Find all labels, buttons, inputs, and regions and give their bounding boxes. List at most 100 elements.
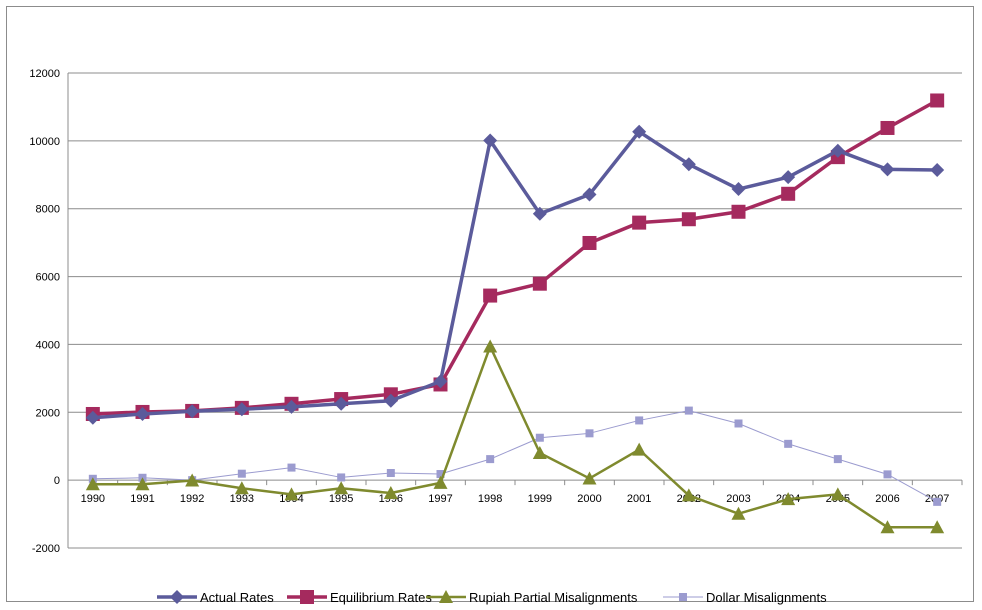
data-point-rupiah-partial-misalignments bbox=[681, 488, 696, 502]
data-point-actual-rates bbox=[731, 182, 746, 197]
series-line-equilibrium-rates bbox=[92, 98, 939, 416]
data-point-actual-rates bbox=[135, 406, 150, 421]
series-line-dollar-misalignments bbox=[92, 410, 938, 503]
data-point-dollar-misalignments bbox=[933, 497, 942, 506]
y-tick-label: 2000 bbox=[36, 407, 60, 419]
legend-label: Rupiah Partial Misalignments bbox=[469, 590, 638, 605]
data-point-actual-rates bbox=[234, 402, 249, 417]
legend-item-equilibrium-rates: Equilibrium Rates bbox=[287, 590, 432, 605]
data-point-actual-rates bbox=[632, 124, 647, 139]
data-point-rupiah-partial-misalignments bbox=[383, 486, 398, 500]
legend-item-actual-rates: Actual Rates bbox=[157, 590, 274, 605]
y-tick-label: 10000 bbox=[29, 136, 60, 148]
data-point-dollar-misalignments bbox=[635, 416, 644, 425]
data-point-actual-rates bbox=[880, 162, 895, 177]
data-point-rupiah-partial-misalignments bbox=[532, 446, 547, 459]
data-point-dollar-misalignments bbox=[237, 469, 246, 478]
data-point-actual-rates bbox=[334, 396, 349, 411]
data-point-dollar-misalignments bbox=[486, 455, 495, 464]
data-point-dollar-misalignments bbox=[684, 406, 693, 415]
data-point-equilibrium-rates bbox=[483, 288, 498, 303]
data-point-dollar-misalignments bbox=[386, 469, 395, 478]
y-tick-label: 12000 bbox=[29, 68, 60, 80]
legend-item-dollar-misalignments: Dollar Misalignments bbox=[663, 590, 827, 605]
legend-label: Equilibrium Rates bbox=[330, 590, 432, 605]
x-tick-label: 1997 bbox=[428, 493, 452, 505]
data-point-equilibrium-rates bbox=[781, 186, 796, 201]
data-point-rupiah-partial-misalignments bbox=[234, 481, 249, 495]
data-point-equilibrium-rates bbox=[532, 276, 547, 291]
x-tick-label: 2003 bbox=[726, 493, 750, 505]
data-point-equilibrium-rates bbox=[681, 212, 696, 227]
legend-swatch-marker bbox=[439, 590, 453, 603]
data-point-equilibrium-rates bbox=[582, 235, 597, 250]
data-point-actual-rates bbox=[483, 133, 498, 148]
data-point-dollar-misalignments bbox=[883, 470, 892, 479]
data-point-actual-rates bbox=[85, 410, 100, 425]
series-line-rupiah-partial-misalignments bbox=[92, 345, 938, 529]
x-tick-label: 2000 bbox=[577, 493, 601, 505]
x-tick-label: 1992 bbox=[180, 493, 204, 505]
data-point-dollar-misalignments bbox=[535, 433, 544, 442]
x-tick-label: 2001 bbox=[627, 493, 651, 505]
data-point-equilibrium-rates bbox=[880, 120, 895, 135]
data-point-dollar-misalignments bbox=[585, 429, 594, 438]
data-point-rupiah-partial-misalignments bbox=[85, 477, 100, 491]
x-tick-label: 1990 bbox=[81, 493, 105, 505]
data-point-dollar-misalignments bbox=[734, 419, 743, 428]
data-point-actual-rates bbox=[383, 393, 398, 408]
y-tick-label: -2000 bbox=[32, 543, 60, 555]
x-tick-label: 2006 bbox=[875, 493, 899, 505]
x-tick-label: 1995 bbox=[329, 493, 353, 505]
data-point-rupiah-partial-misalignments bbox=[632, 442, 647, 456]
x-axis-tick-labels: 1990199119921993199419951996199719981999… bbox=[81, 493, 950, 505]
x-tick-label: 1998 bbox=[478, 493, 502, 505]
y-tick-label: 6000 bbox=[36, 272, 60, 284]
data-point-rupiah-partial-misalignments bbox=[433, 475, 448, 489]
data-point-rupiah-partial-misalignments bbox=[334, 481, 349, 495]
data-point-actual-rates bbox=[532, 206, 547, 221]
data-point-rupiah-partial-misalignments bbox=[135, 477, 150, 491]
y-tick-label: 4000 bbox=[36, 339, 60, 351]
gridlines bbox=[68, 72, 962, 549]
series-layer bbox=[85, 93, 945, 534]
data-point-rupiah-partial-misalignments bbox=[284, 487, 299, 501]
x-tick-label: 1993 bbox=[230, 493, 254, 505]
legend-label: Actual Rates bbox=[200, 590, 274, 605]
data-point-rupiah-partial-misalignments bbox=[731, 506, 746, 520]
x-tick-label: 1996 bbox=[379, 493, 403, 505]
data-point-actual-rates bbox=[582, 187, 597, 202]
y-tick-label: 0 bbox=[54, 475, 60, 487]
series-equilibrium-rates bbox=[85, 93, 945, 421]
legend-swatch-marker bbox=[300, 590, 314, 604]
y-tick-label: 8000 bbox=[36, 204, 60, 216]
plot-axes bbox=[67, 73, 963, 548]
data-point-equilibrium-rates bbox=[930, 93, 945, 108]
data-point-equilibrium-rates bbox=[632, 215, 647, 230]
legend-label: Dollar Misalignments bbox=[706, 590, 827, 605]
series-line-actual-rates bbox=[92, 129, 938, 420]
series-dollar-misalignments bbox=[88, 406, 942, 506]
data-point-actual-rates bbox=[433, 374, 448, 389]
data-point-actual-rates bbox=[284, 399, 299, 414]
legend: Actual Rates Equilibrium Rates Rupiah Part… bbox=[157, 590, 827, 605]
chart-frame bbox=[6, 6, 974, 602]
data-point-dollar-misalignments bbox=[784, 439, 793, 448]
legend-swatch-marker bbox=[170, 590, 184, 604]
data-point-actual-rates bbox=[681, 157, 696, 172]
data-point-actual-rates bbox=[185, 404, 200, 419]
data-point-dollar-misalignments bbox=[833, 455, 842, 464]
x-tick-label: 1991 bbox=[130, 493, 154, 505]
series-rupiah-partial-misalignments bbox=[85, 339, 945, 534]
data-point-rupiah-partial-misalignments bbox=[830, 487, 845, 501]
legend-swatch-marker bbox=[679, 593, 687, 601]
data-point-actual-rates bbox=[781, 170, 796, 185]
y-axis-tick-labels: -2000 0 2000 4000 6000 8000 10000 12000 bbox=[29, 68, 60, 555]
data-point-rupiah-partial-misalignments bbox=[582, 471, 597, 485]
legend-item-rupiah-partial-misalignments: Rupiah Partial Misalignments bbox=[426, 590, 638, 605]
data-point-rupiah-partial-misalignments bbox=[185, 473, 200, 487]
data-point-dollar-misalignments bbox=[337, 473, 346, 482]
data-point-rupiah-partial-misalignments bbox=[781, 492, 796, 506]
data-point-dollar-misalignments bbox=[287, 463, 296, 472]
